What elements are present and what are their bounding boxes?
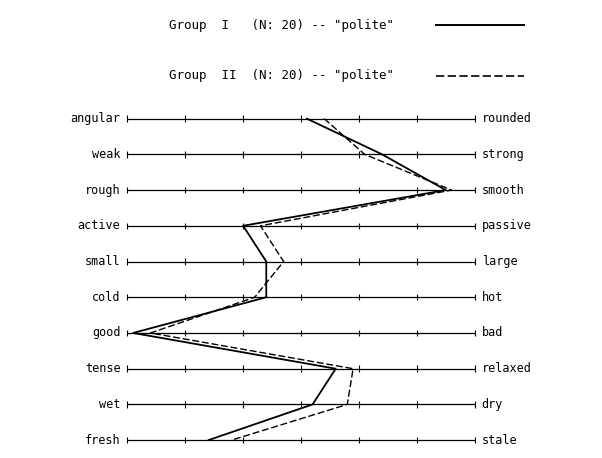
Text: relaxed: relaxed — [482, 362, 532, 375]
Text: passive: passive — [482, 219, 532, 232]
Text: rounded: rounded — [482, 112, 532, 125]
Text: small: small — [85, 255, 120, 268]
Text: weak: weak — [92, 148, 120, 161]
Text: tense: tense — [85, 362, 120, 375]
Text: dry: dry — [482, 398, 503, 411]
Text: strong: strong — [482, 148, 524, 161]
Text: good: good — [92, 327, 120, 339]
Text: Group  I   (N: 20) -- "polite": Group I (N: 20) -- "polite" — [169, 19, 394, 32]
Text: fresh: fresh — [85, 434, 120, 447]
Text: hot: hot — [482, 291, 503, 304]
Text: bad: bad — [482, 327, 503, 339]
Text: angular: angular — [70, 112, 120, 125]
Text: stale: stale — [482, 434, 517, 447]
Text: Group  II  (N: 20) -- "polite": Group II (N: 20) -- "polite" — [169, 69, 394, 82]
Text: large: large — [482, 255, 517, 268]
Text: smooth: smooth — [482, 184, 524, 196]
Text: wet: wet — [99, 398, 120, 411]
Text: rough: rough — [85, 184, 120, 196]
Text: active: active — [78, 219, 120, 232]
Text: cold: cold — [92, 291, 120, 304]
